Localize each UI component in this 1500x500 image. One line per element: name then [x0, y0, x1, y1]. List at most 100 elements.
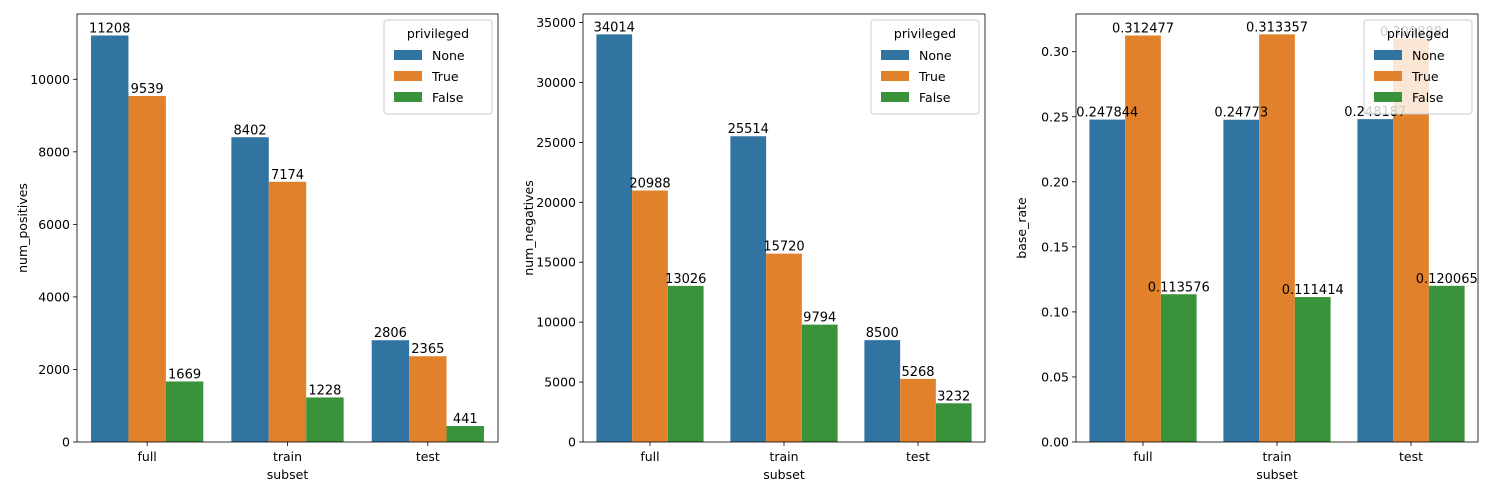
bar-none-full — [91, 35, 129, 442]
x-tick-label: train — [273, 449, 302, 464]
bar-true-test — [900, 378, 936, 442]
bar-value-label: 25514 — [728, 122, 769, 137]
bar-value-label: 441 — [453, 412, 478, 427]
legend-box — [383, 19, 493, 115]
y-tick-label: 35000 — [536, 15, 576, 30]
x-tick-label: test — [416, 449, 440, 464]
legend-swatch-none — [394, 50, 422, 60]
legend-title: privileged — [407, 26, 469, 41]
bar-true-test — [409, 356, 447, 442]
legend-swatch-true — [881, 71, 909, 81]
legend-entry-true: True — [431, 69, 459, 84]
y-tick-label: 15000 — [536, 255, 576, 270]
legend: privileged None True False — [383, 19, 493, 115]
legend-swatch-false — [394, 92, 422, 102]
bar-value-label: 9794 — [803, 311, 836, 326]
bar-none-full — [596, 34, 633, 443]
bar-value-label: 11208 — [89, 21, 130, 36]
bar-true-train — [268, 181, 307, 443]
y-tick-label: 4000 — [38, 289, 70, 304]
legend-swatch-true — [394, 71, 422, 81]
y-tick-label: 0.15 — [1041, 239, 1069, 254]
y-tick-label: 8000 — [38, 144, 70, 159]
x-tick-label: full — [1133, 449, 1152, 464]
y-tick-label: 0.00 — [1041, 435, 1069, 450]
legend-entry-false: False — [919, 90, 951, 105]
bar-value-label: 7174 — [271, 168, 304, 183]
bar-true-full — [632, 190, 668, 442]
y-tick-label: 30000 — [536, 75, 576, 90]
bar-false-test — [446, 426, 484, 442]
y-tick-label: 0.10 — [1041, 304, 1069, 319]
x-tick-label: test — [906, 449, 930, 464]
bar-false-train — [801, 324, 838, 442]
bar-value-label: 34014 — [594, 20, 635, 35]
bar-value-label: 5268 — [901, 365, 934, 380]
bar-value-label: 20988 — [629, 176, 670, 191]
chart-panel-1: 11208 8402 2806 9539 7174 2365 1669 1228 441 0 200… — [15, 13, 499, 482]
bar-false-full — [165, 381, 204, 442]
bar-value-label: 0.113576 — [1148, 280, 1210, 295]
legend-title: privileged — [1387, 26, 1449, 41]
bar-false-train — [1294, 297, 1331, 442]
bar-false-test — [1428, 285, 1465, 442]
x-tick-label: train — [1262, 449, 1291, 464]
bar-false-full — [1160, 294, 1197, 442]
legend-swatch-false — [881, 92, 909, 102]
bar-false-train — [306, 397, 344, 442]
x-tick-label: test — [1399, 449, 1423, 464]
x-tick-label: full — [138, 449, 157, 464]
y-tick-label: 2000 — [38, 362, 70, 377]
x-tick-label: full — [640, 449, 659, 464]
y-tick-label: 5000 — [544, 375, 576, 390]
bar-value-label: 13026 — [665, 272, 706, 287]
bar-none-test — [1357, 119, 1394, 442]
chart-panel-2: 34014 25514 8500 20988 15720 5268 13026 9794 323… — [521, 13, 986, 482]
legend-swatch-true — [1374, 71, 1402, 81]
legend-box — [1363, 19, 1473, 115]
bar-true-full — [1125, 35, 1161, 443]
legend-entry-none: None — [432, 48, 465, 63]
y-tick-label: 25000 — [536, 135, 576, 150]
bar-value-label: 8402 — [234, 123, 267, 138]
legend-entry-true: True — [1411, 69, 1439, 84]
bar-none-train — [730, 136, 767, 443]
bar-value-label: 1669 — [168, 367, 201, 382]
x-tick-label: train — [769, 449, 798, 464]
legend-entry-none: None — [1412, 48, 1445, 63]
bar-value-label: 0.111414 — [1282, 283, 1344, 298]
bar-none-train — [231, 137, 269, 442]
y-tick-label: 10000 — [536, 315, 576, 330]
legend-swatch-none — [881, 50, 909, 60]
legend-swatch-none — [1374, 50, 1402, 60]
bar-value-label: 15720 — [763, 240, 804, 255]
legend-entry-true: True — [918, 69, 946, 84]
y-axis-label: base_rate — [1014, 197, 1029, 259]
bar-none-train — [1223, 119, 1260, 442]
bar-value-label: 2806 — [374, 326, 407, 341]
x-axis-label: subset — [267, 467, 309, 482]
bar-value-label: 3232 — [937, 389, 970, 404]
bar-none-test — [864, 340, 901, 442]
y-tick-label: 0.20 — [1041, 174, 1069, 189]
y-tick-label: 0 — [62, 435, 70, 450]
bar-value-label: 0.247844 — [1076, 106, 1138, 121]
chart-panel-3: 0.2478440.247730.2481870.3124770.3133570… — [1014, 13, 1479, 482]
y-tick-label: 0.30 — [1041, 44, 1069, 59]
bar-false-full — [667, 285, 704, 442]
legend-entry-false: False — [432, 90, 464, 105]
y-tick-label: 20000 — [536, 195, 576, 210]
bar-true-full — [128, 96, 166, 442]
bar-value-label: 2365 — [411, 342, 444, 357]
y-tick-label: 6000 — [38, 217, 70, 232]
y-tick-label: 0.05 — [1041, 369, 1069, 384]
y-axis-label: num_negatives — [521, 180, 536, 275]
bar-value-label: 0.120065 — [1416, 272, 1478, 287]
legend-swatch-false — [1374, 92, 1402, 102]
legend-title: privileged — [894, 26, 956, 41]
y-tick-label: 10000 — [30, 72, 70, 87]
bar-value-label: 0.313357 — [1246, 20, 1308, 35]
legend-entry-false: False — [1412, 90, 1444, 105]
legend: privileged None True False — [1363, 19, 1473, 115]
